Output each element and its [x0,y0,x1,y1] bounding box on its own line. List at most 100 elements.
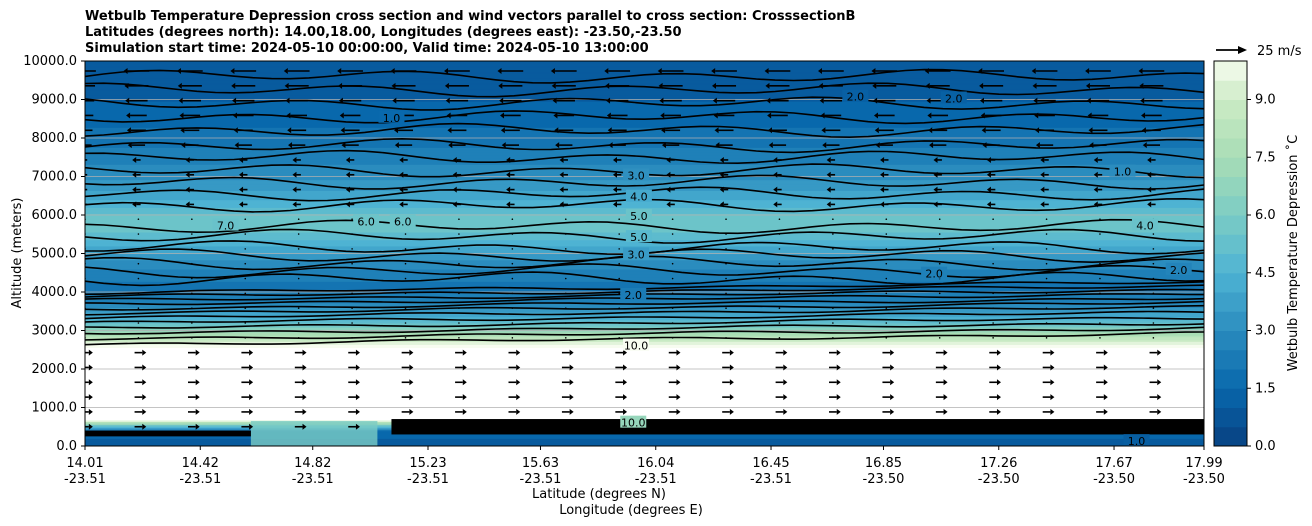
colorbar-segment [1214,369,1247,389]
wind-vector [671,292,674,295]
wind-vector [351,277,353,280]
wind-vector-head [462,379,467,386]
y-axis: 0.0 1000.0 2000.0 3000.0 4000.0 5000.0 6000.0 7… [23,54,85,454]
contour-band [85,405,1204,409]
contour-band [85,145,1204,148]
wind-vector-head [661,142,666,149]
wind-vector [885,218,888,221]
wind-vector-head [142,423,147,430]
contour-band [85,359,1204,362]
wind-vector-head [719,201,724,208]
wind-vector [137,322,140,324]
wind-vector-head [249,408,254,415]
contour-line [85,137,1204,154]
wind-vector-head [986,171,991,178]
wind-vector-head [123,68,128,75]
contour-band [85,127,1204,130]
wind-vector-head [462,349,467,356]
wind-vector-head [1050,349,1055,356]
x-tick-label-lon: -23.51 [179,472,221,487]
wind-vector-head [660,112,665,119]
contour-line [85,310,1204,323]
wind-vector-head [554,127,559,134]
wind-vector [244,262,247,265]
colorbar-segment [1214,118,1247,139]
wind-vector [404,307,407,309]
wind-vector-head [285,97,290,104]
wind-vector [564,218,567,221]
wind-vector [778,233,781,235]
wind-vector-head [340,127,345,134]
wind-vector [618,337,620,339]
wind-vector-head [559,201,564,208]
x-tick-label-lon: -23.51 [292,472,334,487]
contour-line [85,96,1204,111]
wind-vector [351,218,353,221]
wind-vector [992,277,994,280]
contour-band [85,181,1204,184]
wind-vector [885,337,888,339]
contour-band [85,151,1204,154]
wind-vector [137,262,140,265]
wind-vector-head [996,349,1001,356]
wind-vector [137,292,140,295]
contour-band [85,410,1204,413]
wind-vector [244,337,247,339]
x-tick-label-lat: 14.82 [294,456,331,471]
wind-vector-head [516,379,521,386]
wind-vector [832,337,834,339]
wind-vector-head [516,394,521,401]
wind-vector-head [1103,379,1108,386]
contour-band [85,108,1204,111]
wind-vector-head [1157,349,1162,356]
wind-vector-head [666,156,671,163]
wind-vector-head [1147,186,1152,193]
colorbar-tick-label: 4.5 [1255,266,1276,281]
contour-band [85,402,1204,406]
chart-title: Wetbulb Temperature Depression cross sec… [85,9,855,57]
wind-vector-head [355,423,360,430]
contour-line [85,300,1204,316]
wind-vector-head [516,423,521,430]
contour-label-bg [842,89,869,102]
contour-band [85,335,1204,338]
wind-vector-head [462,394,467,401]
wind-vector-head [355,408,360,415]
wind-vector-head [943,423,948,430]
wind-vector-head [826,186,831,193]
colorbar-label: Wetbulb Temperature Depression ˚C [1285,135,1301,372]
contour-band [85,244,1204,247]
wind-vector-head [783,394,788,401]
colorbar-tick-label: 3.0 [1255,324,1276,339]
wind-vector-head [712,82,717,89]
wind-vector [618,262,620,265]
wind-vector-head [559,186,564,193]
x-tick-label-lat: 17.67 [1095,456,1132,471]
wind-vector-head [126,112,131,119]
wind-vector [458,337,460,339]
wind-vector-head [1093,171,1098,178]
colorbar-tick-label: 7.5 [1255,150,1276,165]
title-line-1: Wetbulb Temperature Depression cross sec… [85,9,856,24]
wind-vector-head [394,142,399,149]
wind-vector [297,233,300,235]
wind-vector-head [729,379,734,386]
colorbar-segment [1214,157,1247,177]
wind-vector-head [499,97,504,104]
wind-vector [511,322,514,324]
wind-vector [191,292,193,295]
contour-band [85,76,1204,79]
wind-vector-head [890,349,895,356]
wind-vector-head [658,82,663,89]
contour-band [85,228,1204,231]
contour-band [85,439,1204,442]
wind-vector-head [1085,68,1090,75]
contour-label-bg [623,338,650,351]
contour-band [85,407,1204,410]
wind-vector [885,233,888,235]
wind-vector [671,262,674,265]
contour-band [85,91,1204,94]
wind-vector-head [729,349,734,356]
wind-vector-head [1140,97,1145,104]
wind-vector-head [284,82,289,89]
